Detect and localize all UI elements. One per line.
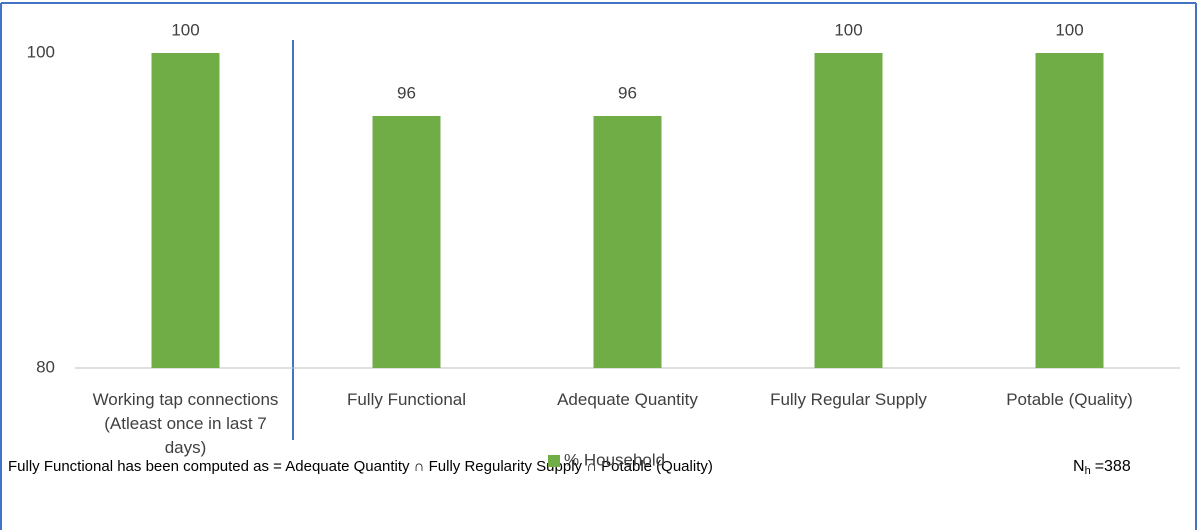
value-label: 96 (618, 83, 637, 102)
x-tick-label: Fully Functional (346, 390, 467, 409)
bar (814, 53, 883, 368)
sample-value: =388 (1095, 458, 1131, 475)
value-label: 100 (171, 20, 199, 39)
legend-swatch (548, 455, 560, 467)
value-label: 100 (834, 20, 862, 39)
sample-size: Nh =388 (1073, 458, 1131, 477)
x-tick-label: Potable (Quality) (1006, 390, 1133, 409)
x-tick-label: Fully Regular Supply (770, 390, 927, 409)
value-label: 96 (397, 83, 416, 102)
sample-symbol: N (1073, 458, 1085, 475)
sample-subscript: h (1085, 465, 1091, 477)
y-tick-label: 80 (36, 357, 55, 376)
legend-label: % Household (564, 450, 665, 469)
bar (593, 116, 662, 368)
y-tick-label: 100 (27, 42, 55, 61)
x-tick-label: Working tap connections (Atleast once in… (92, 390, 279, 457)
value-label: 100 (1055, 20, 1083, 39)
bar (372, 116, 441, 368)
x-tick-label: Adequate Quantity (557, 390, 698, 409)
bar (1035, 53, 1104, 368)
bar (151, 53, 220, 368)
footnote: Fully Functional has been computed as = … (8, 458, 713, 475)
